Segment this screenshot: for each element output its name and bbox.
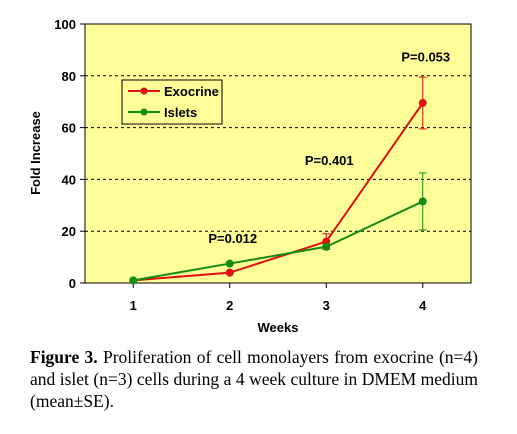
- gridlines: [85, 75, 471, 232]
- y-tick-label-40: 40: [62, 172, 76, 187]
- p-value-annotation-2: P=0.401: [305, 153, 354, 168]
- data-point-islets-2: [225, 259, 234, 268]
- p-value-annotation-1: P=0.012: [208, 231, 257, 246]
- y-tick-label-0: 0: [69, 276, 76, 291]
- y-axis-title: Fold Increase: [28, 111, 43, 195]
- legend-box: [121, 79, 223, 125]
- y-tick-label-80: 80: [62, 69, 76, 84]
- figure-caption: Figure 3. Proliferation of cell monolaye…: [30, 346, 478, 412]
- legend-marker-islets: [140, 108, 148, 116]
- legend-marker-exocrine: [140, 87, 148, 95]
- x-axis-title: Weeks: [258, 320, 299, 335]
- x-tick-label-2: 2: [226, 298, 233, 313]
- legend-label-exocrine: Exocrine: [164, 84, 219, 99]
- data-point-islets-4: [418, 197, 427, 206]
- annotations-layer: P=0.012 P=0.401 P=0.053: [208, 50, 450, 246]
- x-tick-label-4: 4: [419, 298, 427, 313]
- caption-text: Proliferation of cell monolayers from ex…: [30, 347, 478, 411]
- plot-area: [84, 23, 472, 284]
- series-line-islets: [133, 200, 424, 282]
- y-tick-label-60: 60: [62, 121, 76, 136]
- data-point-islets-1: [129, 276, 138, 285]
- p-value-annotation-3: P=0.053: [401, 50, 450, 65]
- legend: Exocrine Islets: [121, 79, 223, 125]
- series-line-exocrine: [133, 102, 424, 282]
- y-tick-label-20: 20: [62, 224, 76, 239]
- x-tick-label-3: 3: [323, 298, 330, 313]
- x-tick-label-1: 1: [130, 298, 137, 313]
- axes: 0 20 40 60 80 100 1 2 3 4: [54, 17, 427, 313]
- legend-label-islets: Islets: [164, 105, 197, 120]
- y-tick-label-100: 100: [54, 17, 76, 32]
- data-point-exocrine-2: [225, 268, 234, 277]
- series-layer: [129, 76, 427, 285]
- data-point-islets-3: [322, 242, 331, 251]
- caption-lead: Figure 3.: [30, 347, 98, 367]
- chart: 0 20 40 60 80 100 1 2 3 4 P=0.012 P=0.401 P=0.053 E…: [28, 17, 472, 335]
- data-point-exocrine-4: [418, 98, 427, 107]
